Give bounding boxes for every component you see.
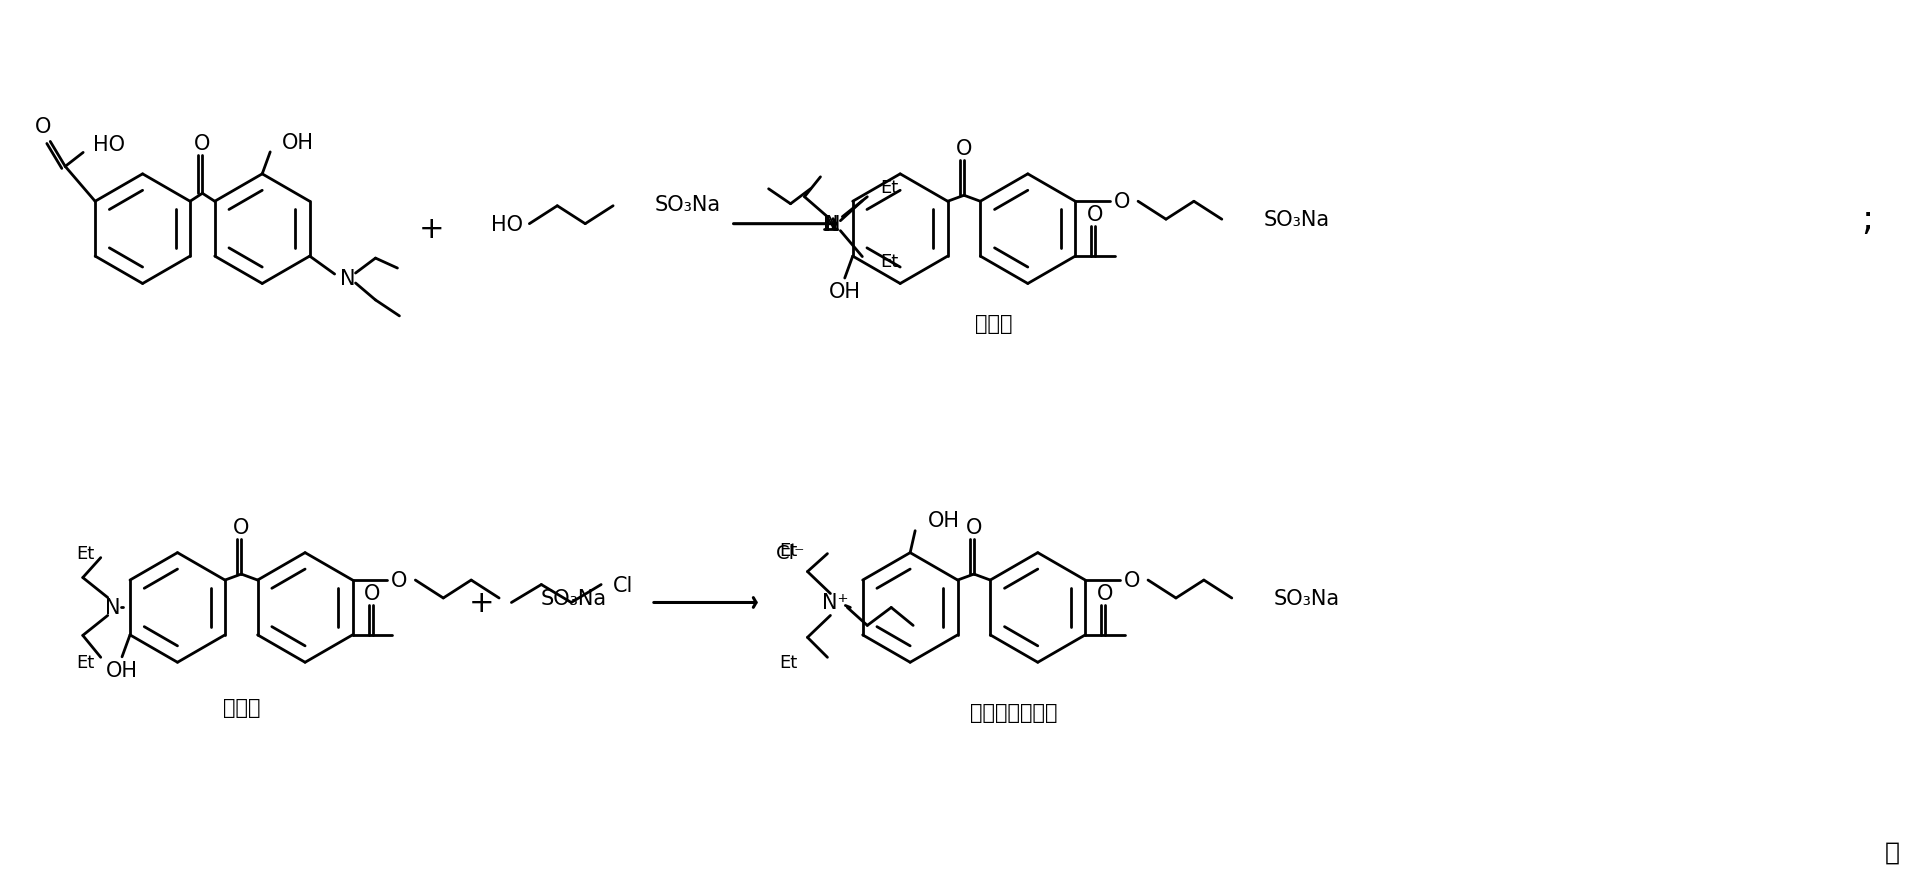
Text: ;: ;	[1861, 203, 1874, 236]
Text: O: O	[1098, 583, 1113, 603]
Text: N: N	[824, 214, 840, 234]
Text: SO₃Na: SO₃Na	[1263, 210, 1329, 230]
Text: O: O	[1113, 192, 1131, 212]
Text: Et: Et	[880, 178, 899, 197]
Text: N: N	[339, 269, 354, 289]
Text: O: O	[233, 518, 250, 537]
Text: 中间体: 中间体	[975, 314, 1013, 334]
Text: Cl: Cl	[612, 575, 634, 595]
Text: 中间体: 中间体	[223, 697, 260, 717]
Text: Et: Et	[780, 653, 797, 672]
Text: Et: Et	[77, 544, 94, 562]
Text: SO₃Na: SO₃Na	[655, 195, 720, 214]
Text: O: O	[965, 518, 982, 537]
Text: +: +	[468, 588, 495, 617]
Text: N: N	[822, 214, 838, 234]
Text: OH: OH	[828, 282, 861, 302]
Text: Et: Et	[880, 252, 899, 270]
Text: O: O	[1086, 205, 1104, 225]
Text: Et: Et	[780, 541, 797, 559]
Text: O: O	[35, 118, 52, 137]
Text: N⁺: N⁺	[822, 593, 849, 613]
Text: N: N	[104, 598, 121, 618]
Text: OH: OH	[281, 133, 314, 153]
Text: HO: HO	[491, 214, 524, 234]
Text: Cl⁻: Cl⁻	[776, 543, 805, 563]
Text: OH: OH	[928, 510, 959, 530]
Text: SO₃Na: SO₃Na	[1273, 588, 1340, 608]
Text: SO₃Na: SO₃Na	[541, 588, 607, 608]
Text: OH: OH	[106, 660, 139, 680]
Text: 两性表面活性剂: 两性表面活性剂	[971, 702, 1057, 723]
Text: +: +	[418, 215, 445, 244]
Text: 。: 。	[1884, 839, 1899, 864]
Text: O: O	[955, 140, 973, 159]
Text: O: O	[195, 134, 210, 155]
Text: O: O	[391, 571, 408, 590]
Text: O: O	[364, 583, 381, 603]
Text: O: O	[1125, 571, 1140, 590]
Text: Et: Et	[77, 653, 94, 672]
Text: HO: HO	[92, 135, 125, 155]
